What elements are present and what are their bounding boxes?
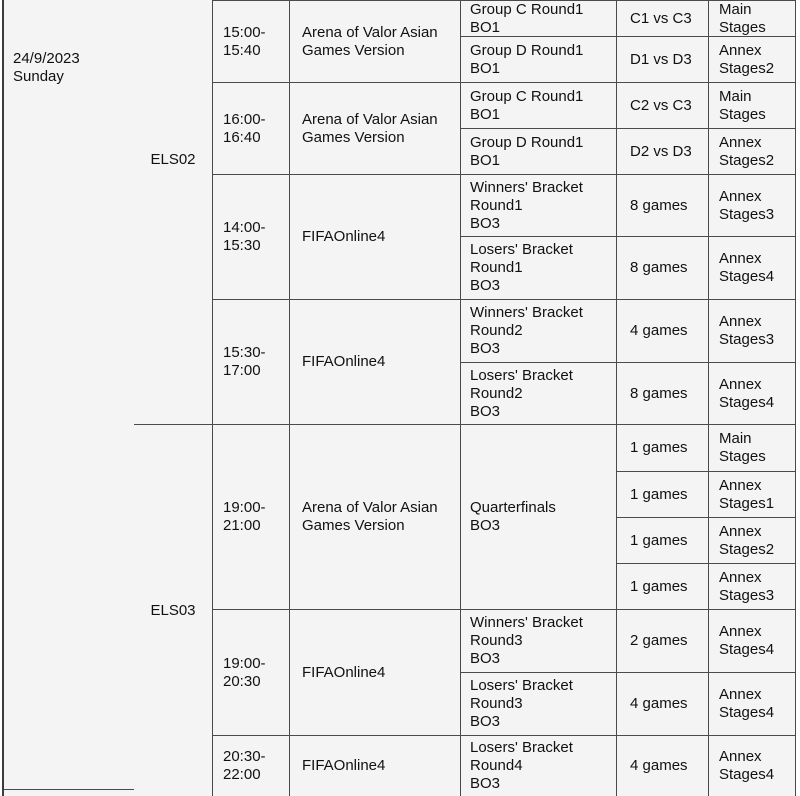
stage-cell: Main Stages [709, 425, 796, 472]
round-cell: Group D Round1 BO1 [461, 129, 617, 175]
round-cell: Winners' Bracket Round3 BO3 [461, 610, 617, 673]
round-cell: Losers' Bracket Round4 BO3 [461, 736, 617, 796]
stage-cell: Annex Stages4 [709, 673, 796, 736]
match-cell: 4 games [617, 736, 709, 796]
stage-cell: Annex Stages2 [709, 518, 796, 564]
stage-cell: Annex Stages2 [709, 129, 796, 175]
stage-cell: Annex Stages4 [709, 237, 796, 300]
stage-cell: Main Stages [709, 0, 796, 37]
session-label: ELS03 [150, 601, 196, 619]
match-cell: 1 games [617, 425, 709, 472]
time-cell: 20:30- 22:00 [213, 736, 290, 796]
match-cell: 8 games [617, 175, 709, 237]
time-cell: 15:00- 15:40 [213, 0, 290, 83]
game-cell: FIFAOnline4 [290, 300, 461, 425]
time-cell: 16:00- 16:40 [213, 83, 290, 175]
round-cell: Group C Round1 BO1 [461, 0, 617, 37]
match-cell: 4 games [617, 673, 709, 736]
round-cell: Group D Round1 BO1 [461, 37, 617, 83]
time-cell: 14:00- 15:30 [213, 175, 290, 300]
round-cell: Losers' Bracket Round1 BO3 [461, 237, 617, 300]
round-cell: Quarterfinals BO3 [461, 425, 617, 610]
stage-cell: Annex Stages4 [709, 363, 796, 425]
match-cell: C1 vs C3 [617, 0, 709, 37]
stage-cell: Annex Stages3 [709, 175, 796, 237]
session-label: ELS02 [150, 150, 196, 168]
stage-cell: Annex Stages4 [709, 736, 796, 796]
stage-cell: Main Stages [709, 83, 796, 129]
stage-cell: Annex Stages3 [709, 564, 796, 610]
round-cell: Winners' Bracket Round1 BO3 [461, 175, 617, 237]
time-cell: 15:30- 17:00 [213, 300, 290, 425]
round-cell: Group C Round1 BO1 [461, 83, 617, 129]
date-cell: 24/9/2023 Sunday [4, 0, 134, 796]
match-cell: 1 games [617, 518, 709, 564]
date-label: 24/9/2023 Sunday [13, 50, 80, 85]
match-cell: 2 games [617, 610, 709, 673]
stage-cell: Annex Stages3 [709, 300, 796, 363]
match-cell: D1 vs D3 [617, 37, 709, 83]
time-cell: 19:00- 21:00 [213, 425, 290, 610]
stage-cell: Annex Stages4 [709, 610, 796, 673]
match-cell: 1 games [617, 472, 709, 518]
match-cell: D2 vs D3 [617, 129, 709, 175]
time-cell: 19:00- 20:30 [213, 610, 290, 736]
game-cell: FIFAOnline4 [290, 610, 461, 736]
match-cell: 4 games [617, 300, 709, 363]
match-cell: 8 games [617, 363, 709, 425]
session-cell-els03: ELS03 [134, 425, 213, 796]
stage-cell: Annex Stages1 [709, 472, 796, 518]
date-cell-bottom-border [4, 789, 134, 790]
game-cell: FIFAOnline4 [290, 175, 461, 300]
game-cell: Arena of Valor Asian Games Version [290, 0, 461, 83]
game-cell: Arena of Valor Asian Games Version [290, 83, 461, 175]
match-cell: 8 games [617, 237, 709, 300]
match-cell: C2 vs C3 [617, 83, 709, 129]
match-cell: 1 games [617, 564, 709, 610]
session-cell-els02: ELS02 [134, 0, 213, 425]
game-cell: FIFAOnline4 [290, 736, 461, 796]
game-cell: Arena of Valor Asian Games Version [290, 425, 461, 610]
round-cell: Losers' Bracket Round2 BO3 [461, 363, 617, 425]
stage-cell: Annex Stages2 [709, 37, 796, 83]
round-cell: Winners' Bracket Round2 BO3 [461, 300, 617, 363]
round-cell: Losers' Bracket Round3 BO3 [461, 673, 617, 736]
